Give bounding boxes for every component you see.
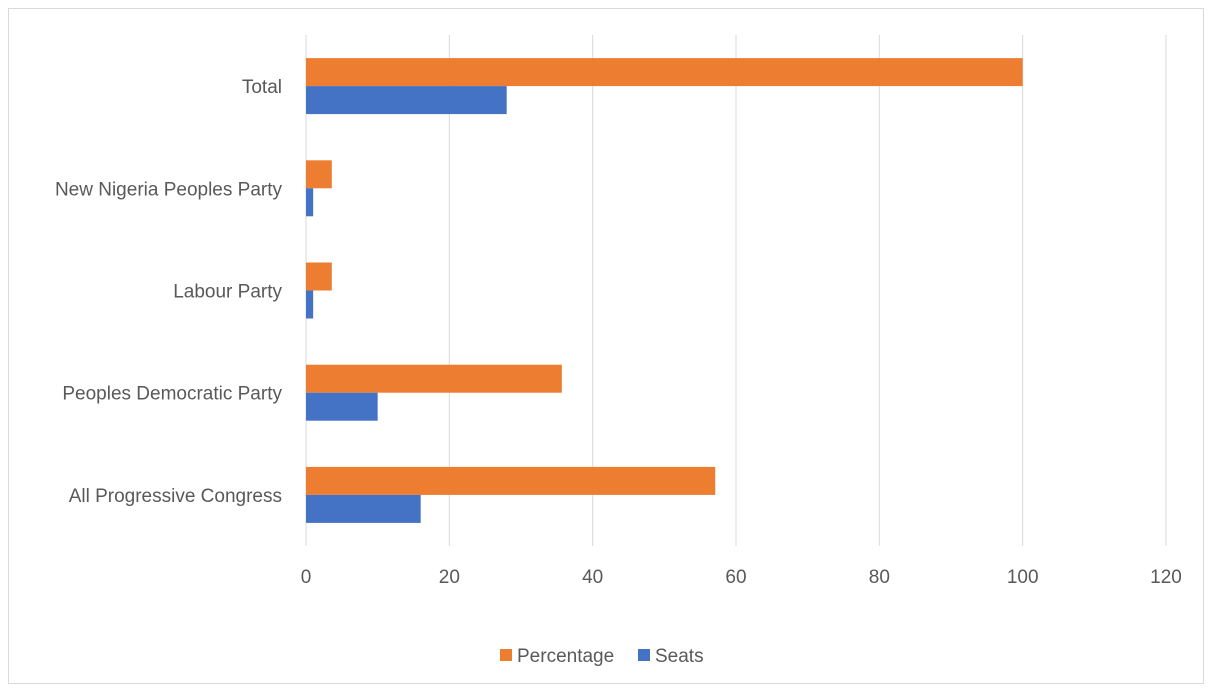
category-label: New Nigeria Peoples Party	[55, 179, 283, 200]
bar-seats	[306, 188, 314, 217]
bar-seats	[306, 494, 421, 523]
x-tick-label: 40	[582, 567, 603, 588]
bar-seats	[306, 290, 314, 319]
gridlines	[305, 35, 1167, 546]
x-tick-label: 0	[301, 567, 312, 588]
category-label: All Progressive Congress	[69, 486, 282, 507]
bar-percentage	[306, 160, 332, 189]
x-tick-label: 80	[869, 567, 890, 588]
legend-label-percentage: Percentage	[517, 646, 614, 667]
category-label: Total	[242, 77, 282, 98]
x-tick-label: 100	[1007, 567, 1039, 588]
legend-label-seats: Seats	[655, 646, 704, 667]
bar-percentage	[306, 58, 1023, 87]
x-tick-label: 60	[725, 567, 746, 588]
bar-seats	[306, 86, 507, 115]
category-label: Labour Party	[173, 282, 282, 303]
chart-frame	[8, 8, 1204, 684]
x-tick-label: 20	[439, 567, 460, 588]
x-tick-label: 120	[1150, 567, 1182, 588]
category-labels: All Progressive Congress Peoples Democrat…	[55, 77, 283, 507]
legend-swatch-percentage	[500, 649, 512, 661]
legend: Percentage Seats	[500, 646, 704, 667]
bar-percentage	[306, 262, 332, 291]
category-label: Peoples Democratic Party	[62, 384, 282, 405]
tick-labels: 0 20 40 60 80 100 120	[301, 567, 1182, 588]
bar-percentage	[306, 364, 562, 393]
bar-percentage	[306, 466, 716, 495]
legend-swatch-seats	[638, 649, 650, 661]
bars	[306, 58, 1023, 523]
bar-seats	[306, 392, 378, 421]
